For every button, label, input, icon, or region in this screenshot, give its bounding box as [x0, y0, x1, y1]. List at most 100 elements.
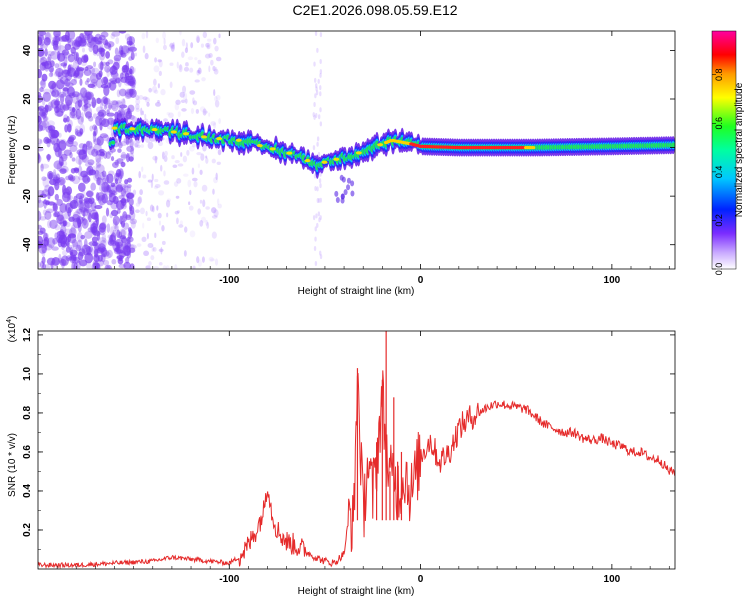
noise-blob	[66, 196, 72, 203]
noise-blob	[118, 256, 123, 262]
noise-blob	[75, 198, 84, 203]
noise-blob	[101, 233, 107, 243]
noise-blob	[59, 217, 67, 227]
noise-blob	[41, 120, 50, 128]
noise-blob	[75, 130, 82, 137]
noise-blob	[96, 97, 101, 104]
noise-blob	[137, 196, 142, 205]
noise-blob	[95, 162, 101, 169]
noise-blob	[60, 62, 68, 67]
noise-blob	[154, 183, 161, 188]
noise-blob	[110, 209, 119, 217]
noise-blob	[105, 61, 110, 66]
noise-blob	[174, 160, 180, 164]
noise-blob	[50, 50, 59, 60]
noise-blob	[208, 256, 214, 262]
noise-blob	[41, 176, 47, 182]
track-core	[151, 127, 158, 132]
noise-blob	[132, 118, 136, 124]
noise-blob	[102, 95, 108, 104]
noise-blob	[106, 67, 111, 78]
noise-blob	[104, 39, 109, 46]
noise-blob	[197, 163, 200, 168]
noise-blob	[115, 37, 120, 45]
noise-blob	[139, 189, 143, 196]
noise-blob	[154, 155, 158, 164]
noise-blob	[155, 102, 161, 107]
noise-blob	[106, 223, 111, 233]
noise-blob	[95, 164, 105, 174]
noise-blob	[119, 72, 124, 80]
noise-blob	[79, 195, 83, 205]
noise-blob	[176, 210, 180, 214]
noise-blob	[314, 77, 317, 83]
noise-blob	[44, 104, 52, 112]
noise-blob	[163, 170, 166, 177]
noise-blob	[90, 182, 96, 191]
noise-blob	[110, 103, 117, 110]
noise-blob	[163, 180, 170, 185]
noise-blob	[142, 96, 148, 101]
noise-blob	[42, 177, 50, 188]
noise-blob	[80, 96, 86, 102]
noise-blob	[112, 196, 119, 205]
noise-blob	[96, 47, 106, 53]
noise-blob	[194, 57, 198, 61]
noise-blob	[39, 139, 43, 145]
noise-blob	[108, 102, 112, 110]
noise-blob	[319, 72, 322, 78]
noise-blob	[40, 78, 46, 90]
noise-blob	[187, 179, 192, 188]
noise-blob	[47, 101, 54, 111]
noise-blob	[161, 151, 165, 160]
track-core	[355, 151, 362, 155]
noise-blob	[43, 236, 50, 247]
noise-blob	[201, 256, 205, 263]
noise-blob	[38, 235, 44, 246]
track-core	[304, 159, 311, 163]
noise-blob	[65, 186, 73, 196]
noise-blob	[90, 220, 96, 228]
noise-blob	[57, 40, 62, 52]
noise-blob	[67, 65, 73, 72]
noise-blob	[69, 249, 78, 257]
noise-blob	[154, 232, 157, 238]
noise-blob	[206, 42, 212, 49]
noise-blob	[57, 52, 66, 62]
noise-blob	[172, 42, 175, 47]
noise-blob	[88, 115, 94, 122]
noise-blob	[128, 56, 133, 61]
noise-blob	[85, 140, 93, 150]
noise-blob	[82, 98, 87, 107]
noise-blob	[60, 255, 69, 267]
track-core	[256, 143, 263, 148]
noise-blob	[72, 241, 79, 250]
noise-blob	[214, 100, 220, 108]
noise-blob	[93, 242, 101, 250]
noise-blob	[47, 192, 51, 200]
noise-blob	[174, 264, 178, 269]
noise-blob	[135, 138, 141, 144]
noise-blob	[97, 259, 105, 267]
noise-blob	[84, 80, 89, 86]
noise-blob	[129, 88, 137, 98]
noise-blob	[90, 212, 99, 220]
noise-blob	[68, 216, 75, 222]
noise-blob	[160, 164, 163, 172]
noise-blob	[125, 153, 130, 163]
noise-blob	[80, 207, 89, 217]
noise-blob	[38, 142, 41, 148]
noise-blob	[204, 53, 211, 59]
noise-blob	[164, 150, 168, 157]
noise-blob	[140, 107, 143, 116]
noise-blob	[112, 215, 120, 226]
noise-blob	[205, 42, 210, 48]
noise-blob	[151, 205, 155, 213]
noise-blob	[312, 145, 316, 151]
noise-blob	[92, 36, 99, 42]
noise-blob	[116, 249, 124, 254]
noise-blob	[91, 236, 98, 243]
noise-blob	[190, 107, 195, 115]
noise-blob	[57, 147, 63, 159]
noise-blob	[120, 197, 127, 206]
